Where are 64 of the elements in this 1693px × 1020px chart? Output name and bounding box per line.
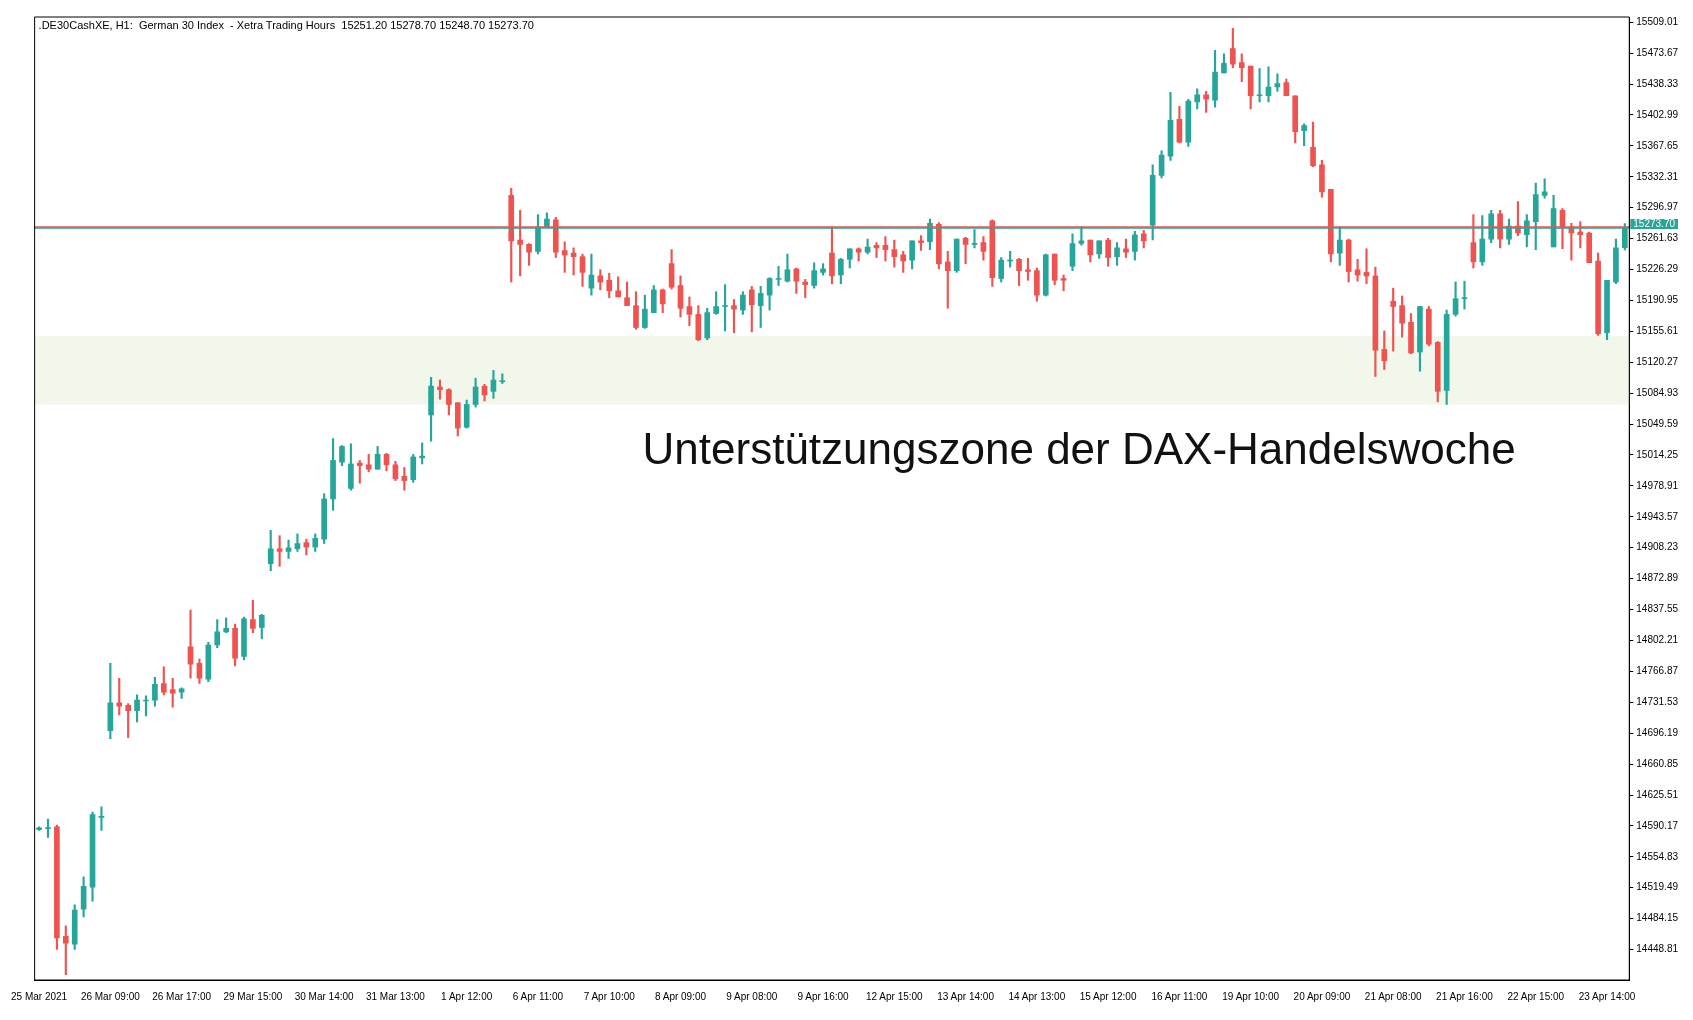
y-tick-label: 14519.49 [1636, 881, 1679, 893]
candlestick [294, 533, 301, 552]
x-tick-label: 15 Apr 12:00 [1079, 990, 1137, 1002]
y-tick-label: 14872.89 [1636, 572, 1679, 584]
y-tick-label: 14484.15 [1636, 912, 1679, 924]
x-tick-label: 12 Apr 15:00 [865, 990, 924, 1002]
y-tick-label: 15014.25 [1636, 448, 1679, 460]
x-tick-label: 25 Mar 2021 [11, 990, 68, 1002]
y-tick-label: 14660.85 [1636, 757, 1679, 769]
y-tick-label: 14766.87 [1636, 665, 1679, 677]
y-tick-label: 15296.97 [1636, 201, 1679, 213]
x-tick-label: 19 Apr 10:00 [1222, 990, 1280, 1002]
y-tick-label: 15402.99 [1636, 108, 1679, 120]
y-tick-label: 15509.01 [1636, 15, 1679, 27]
x-tick-label: 8 Apr 09:00 [654, 990, 707, 1002]
x-tick-label: 31 Mar 13:00 [365, 990, 426, 1002]
y-tick-label: 15190.95 [1636, 294, 1679, 306]
x-tick-label: 16 Apr 11:00 [1151, 990, 1208, 1002]
y-tick-label: 14731.53 [1636, 696, 1679, 708]
candlestick [1354, 258, 1361, 282]
x-tick-label: 21 Apr 08:00 [1364, 990, 1422, 1002]
x-tick-label: 9 Apr 08:00 [726, 990, 778, 1002]
candlestick [98, 806, 105, 831]
x-tick-label: 20 Apr 09:00 [1293, 990, 1351, 1002]
y-tick-label: 14590.17 [1636, 819, 1679, 831]
y-tick-label: 15155.61 [1636, 325, 1679, 337]
x-tick-label: 26 Mar 09:00 [80, 990, 141, 1002]
x-tick-label: 6 Apr 11:00 [512, 990, 564, 1002]
y-tick-label: 15367.65 [1636, 139, 1679, 151]
y-tick-label: 14908.23 [1636, 541, 1679, 553]
y-tick-label: 14625.51 [1636, 788, 1679, 800]
y-tick-label: 14837.55 [1636, 603, 1679, 615]
x-tick-label: 30 Mar 14:00 [294, 990, 355, 1002]
x-tick-label: 22 Apr 15:00 [1507, 990, 1565, 1002]
ref-line-label: 15273.70 [1633, 217, 1676, 229]
y-tick-label: 15438.33 [1636, 77, 1679, 89]
y-tick-label: 15120.27 [1636, 356, 1679, 367]
y-tick-label: 14978.91 [1636, 479, 1679, 491]
x-tick-label: 29 Mar 15:00 [223, 990, 283, 1002]
y-tick-label: 14554.83 [1636, 850, 1679, 862]
x-tick-label: 21 Apr 16:00 [1436, 990, 1494, 1002]
candlestick [187, 609, 194, 679]
y-tick-label: 15226.29 [1636, 263, 1679, 275]
x-tick-label: 9 Apr 16:00 [797, 990, 850, 1002]
y-tick-label: 15084.93 [1636, 386, 1679, 398]
x-tick-label: 14 Apr 13:00 [1008, 990, 1066, 1002]
y-tick-label: 15473.67 [1636, 46, 1679, 58]
y-tick-label: 14696.19 [1636, 726, 1679, 738]
y-tick-label: 15332.31 [1636, 170, 1679, 182]
x-tick-label: 23 Apr 14:00 [1578, 990, 1636, 1002]
y-tick-label: 14448.81 [1636, 943, 1679, 955]
x-tick-label: 26 Mar 17:00 [152, 990, 212, 1002]
x-tick-label: 1 Apr 12:00 [441, 990, 493, 1002]
x-tick-label: 7 Apr 10:00 [583, 990, 636, 1002]
band-label: Unterstützungszone der DAX-Handelswoche [642, 423, 1516, 473]
x-tick-label: 13 Apr 14:00 [937, 990, 995, 1002]
y-tick-label: 15261.63 [1636, 232, 1679, 244]
y-tick-label: 14943.57 [1636, 510, 1679, 522]
candlestick [1461, 280, 1468, 310]
y-tick-label: 14802.21 [1636, 634, 1679, 646]
y-tick-label: 15049.59 [1636, 417, 1679, 429]
chart-title: .DE30CashXE, H1: German 30 Index - Xetra Trading Hours 15251.20 15278.70 15248.70 15273.70 [38, 18, 534, 31]
candlestick [1256, 68, 1263, 103]
candlestick [775, 265, 782, 286]
